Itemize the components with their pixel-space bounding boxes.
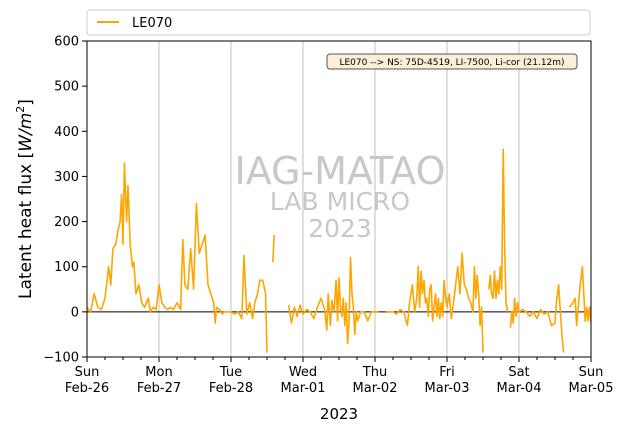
x-tick-label-day: Wed xyxy=(289,365,317,380)
series-le070-segment-0 xyxy=(87,162,268,353)
x-tick-label-date: Mar-02 xyxy=(353,381,398,396)
series-le070-segment-6 xyxy=(568,265,591,327)
y-axis-title: Latent heat flux [W/m2] xyxy=(14,99,36,299)
x-tick-label-date: Feb-28 xyxy=(209,381,253,396)
x-tick-label-day: Mon xyxy=(145,365,172,380)
x-tick-label-date: Mar-03 xyxy=(425,381,470,396)
series-le070-segment-1 xyxy=(272,235,275,263)
y-axis-title-exp: 2 xyxy=(14,106,27,113)
x-tick-label-date: Feb-27 xyxy=(137,381,181,396)
x-tick-label-day: Tue xyxy=(219,365,242,380)
y-axis-title-unit: W/m xyxy=(16,113,36,152)
y-tick-label: −100 xyxy=(43,351,79,366)
series-le070-segment-5 xyxy=(509,283,565,353)
series-le070 xyxy=(87,148,591,353)
legend: LE070 xyxy=(86,9,591,36)
y-tick-label: 0 xyxy=(71,305,79,320)
watermark-line-3: 2023 xyxy=(308,214,372,243)
y-tick-label: 100 xyxy=(54,260,79,275)
y-tick-label: 200 xyxy=(54,215,79,230)
x-tick-label-date: Feb-26 xyxy=(65,381,109,396)
x-tick-label-day: Sat xyxy=(508,365,529,380)
x-tick-label-date: Mar-05 xyxy=(569,381,614,396)
watermark-line-1: IAG-MATAO xyxy=(234,149,445,193)
y-tick-label: 300 xyxy=(54,170,79,185)
series-le070-segment-3 xyxy=(385,252,484,353)
x-axis-title: 2023 xyxy=(320,405,358,423)
y-tick-label: 500 xyxy=(54,80,79,95)
series-le070-segment-2 xyxy=(287,256,379,345)
x-tick-label-date: Mar-01 xyxy=(281,381,326,396)
x-axis-ticks: SunFeb-26MonFeb-27TueFeb-28WedMar-01ThuM… xyxy=(65,357,614,396)
y-tick-label: 400 xyxy=(54,125,79,140)
y-axis-title-main: Latent heat flux xyxy=(16,158,36,299)
x-tick-label-date: Mar-04 xyxy=(497,381,542,396)
watermark: IAG-MATAO LAB MICRO 2023 xyxy=(234,149,445,243)
x-tick-label-day: Sun xyxy=(579,365,604,380)
y-axis-ticks: −100 0 100 200 300 400 500 600 xyxy=(43,35,87,366)
watermark-line-2: LAB MICRO xyxy=(270,187,410,216)
y-tick-label: 600 xyxy=(54,35,79,50)
annotation-box: LE070 --> NS: 75D-4519, LI-7500, Li-cor … xyxy=(326,53,578,70)
x-tick-label-day: Thu xyxy=(362,365,387,380)
annotation-text: LE070 --> NS: 75D-4519, LI-7500, Li-cor … xyxy=(339,58,564,68)
legend-label-le070: LE070 xyxy=(132,16,172,31)
series-le070-segment-4 xyxy=(488,148,509,313)
x-tick-label-day: Sun xyxy=(75,365,100,380)
x-tick-label-day: Fri xyxy=(439,365,455,380)
